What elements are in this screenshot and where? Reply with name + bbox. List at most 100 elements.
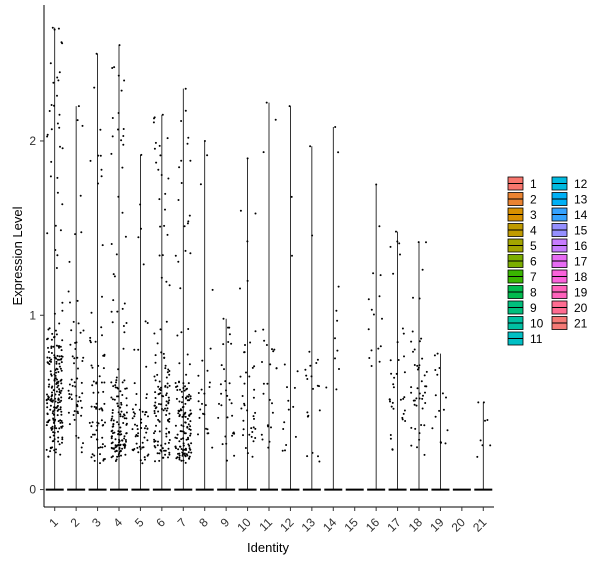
data-point [287, 399, 290, 402]
data-point [70, 329, 73, 332]
data-point [95, 402, 98, 405]
data-point [121, 166, 124, 169]
data-point [178, 415, 181, 418]
data-point [73, 362, 75, 365]
data-point [413, 348, 416, 351]
data-point [111, 321, 114, 324]
data-point [164, 453, 167, 456]
data-point [101, 334, 103, 337]
data-point [189, 448, 192, 451]
data-point [58, 388, 61, 391]
data-point [112, 299, 115, 302]
data-point [182, 415, 185, 418]
violin-group-12 [281, 105, 300, 491]
data-point [197, 374, 200, 377]
data-point [164, 208, 166, 211]
data-point [397, 359, 400, 361]
data-point [180, 120, 183, 122]
data-point [74, 348, 77, 350]
data-point [268, 440, 271, 443]
data-point [291, 254, 293, 257]
data-point [117, 411, 120, 414]
data-point [183, 389, 186, 392]
data-point [121, 394, 124, 396]
data-point [197, 392, 200, 394]
data-point [145, 397, 148, 399]
data-point [222, 343, 225, 346]
data-point [46, 361, 49, 364]
data-point [262, 392, 265, 395]
data-point [82, 442, 84, 445]
data-point [201, 359, 204, 362]
x-tick-label: 11 [256, 515, 275, 534]
data-point [47, 351, 50, 353]
data-point [318, 409, 321, 412]
legend-label-21: 21 [574, 317, 588, 331]
data-point [47, 455, 50, 458]
data-point [145, 431, 148, 434]
data-point [168, 453, 171, 456]
data-point [187, 423, 190, 426]
data-point [370, 349, 373, 352]
data-point [224, 380, 227, 383]
data-point [89, 159, 92, 162]
data-point [166, 382, 169, 385]
data-point [61, 441, 63, 444]
data-point [133, 412, 136, 415]
data-point [125, 423, 128, 426]
data-point [52, 434, 55, 437]
data-point [46, 232, 49, 235]
data-point [161, 447, 164, 450]
data-point [137, 236, 140, 239]
data-point [79, 194, 82, 197]
x-tick-label: 8 [196, 515, 211, 530]
data-point [178, 456, 181, 459]
data-point [143, 456, 146, 459]
data-point [118, 440, 121, 442]
data-point [131, 417, 134, 420]
data-point [121, 439, 124, 442]
data-point [220, 404, 223, 407]
data-point [115, 458, 118, 461]
data-point [51, 425, 54, 428]
data-point [389, 400, 391, 403]
data-point [317, 455, 319, 458]
data-point [52, 431, 55, 434]
data-point [58, 362, 61, 365]
data-point [110, 152, 113, 155]
data-point [178, 458, 181, 461]
data-point [176, 389, 179, 391]
data-point [372, 272, 375, 275]
x-tick-label: 12 [277, 515, 297, 535]
x-tick-label: 9 [218, 515, 233, 530]
data-point [102, 424, 105, 426]
data-point [187, 328, 190, 330]
data-point [60, 361, 63, 364]
data-point [55, 406, 58, 409]
data-point [211, 446, 214, 449]
data-point [334, 337, 336, 340]
data-point [184, 385, 186, 388]
data-point [52, 81, 55, 84]
data-point [95, 52, 98, 55]
data-point [113, 66, 116, 69]
data-point [390, 372, 393, 375]
data-point [101, 408, 104, 411]
data-point [139, 203, 142, 206]
data-point [413, 364, 416, 366]
data-point [53, 431, 56, 434]
data-point [246, 279, 249, 282]
data-point [75, 394, 78, 397]
data-point [187, 382, 190, 385]
data-point [410, 391, 413, 394]
data-point [186, 142, 189, 145]
data-point [94, 340, 97, 343]
data-point [57, 401, 59, 404]
data-point [250, 435, 253, 438]
data-point [74, 385, 77, 388]
data-point [125, 440, 127, 443]
data-point [53, 373, 56, 376]
data-point [168, 431, 170, 434]
data-point [131, 408, 134, 411]
data-point [233, 454, 236, 457]
